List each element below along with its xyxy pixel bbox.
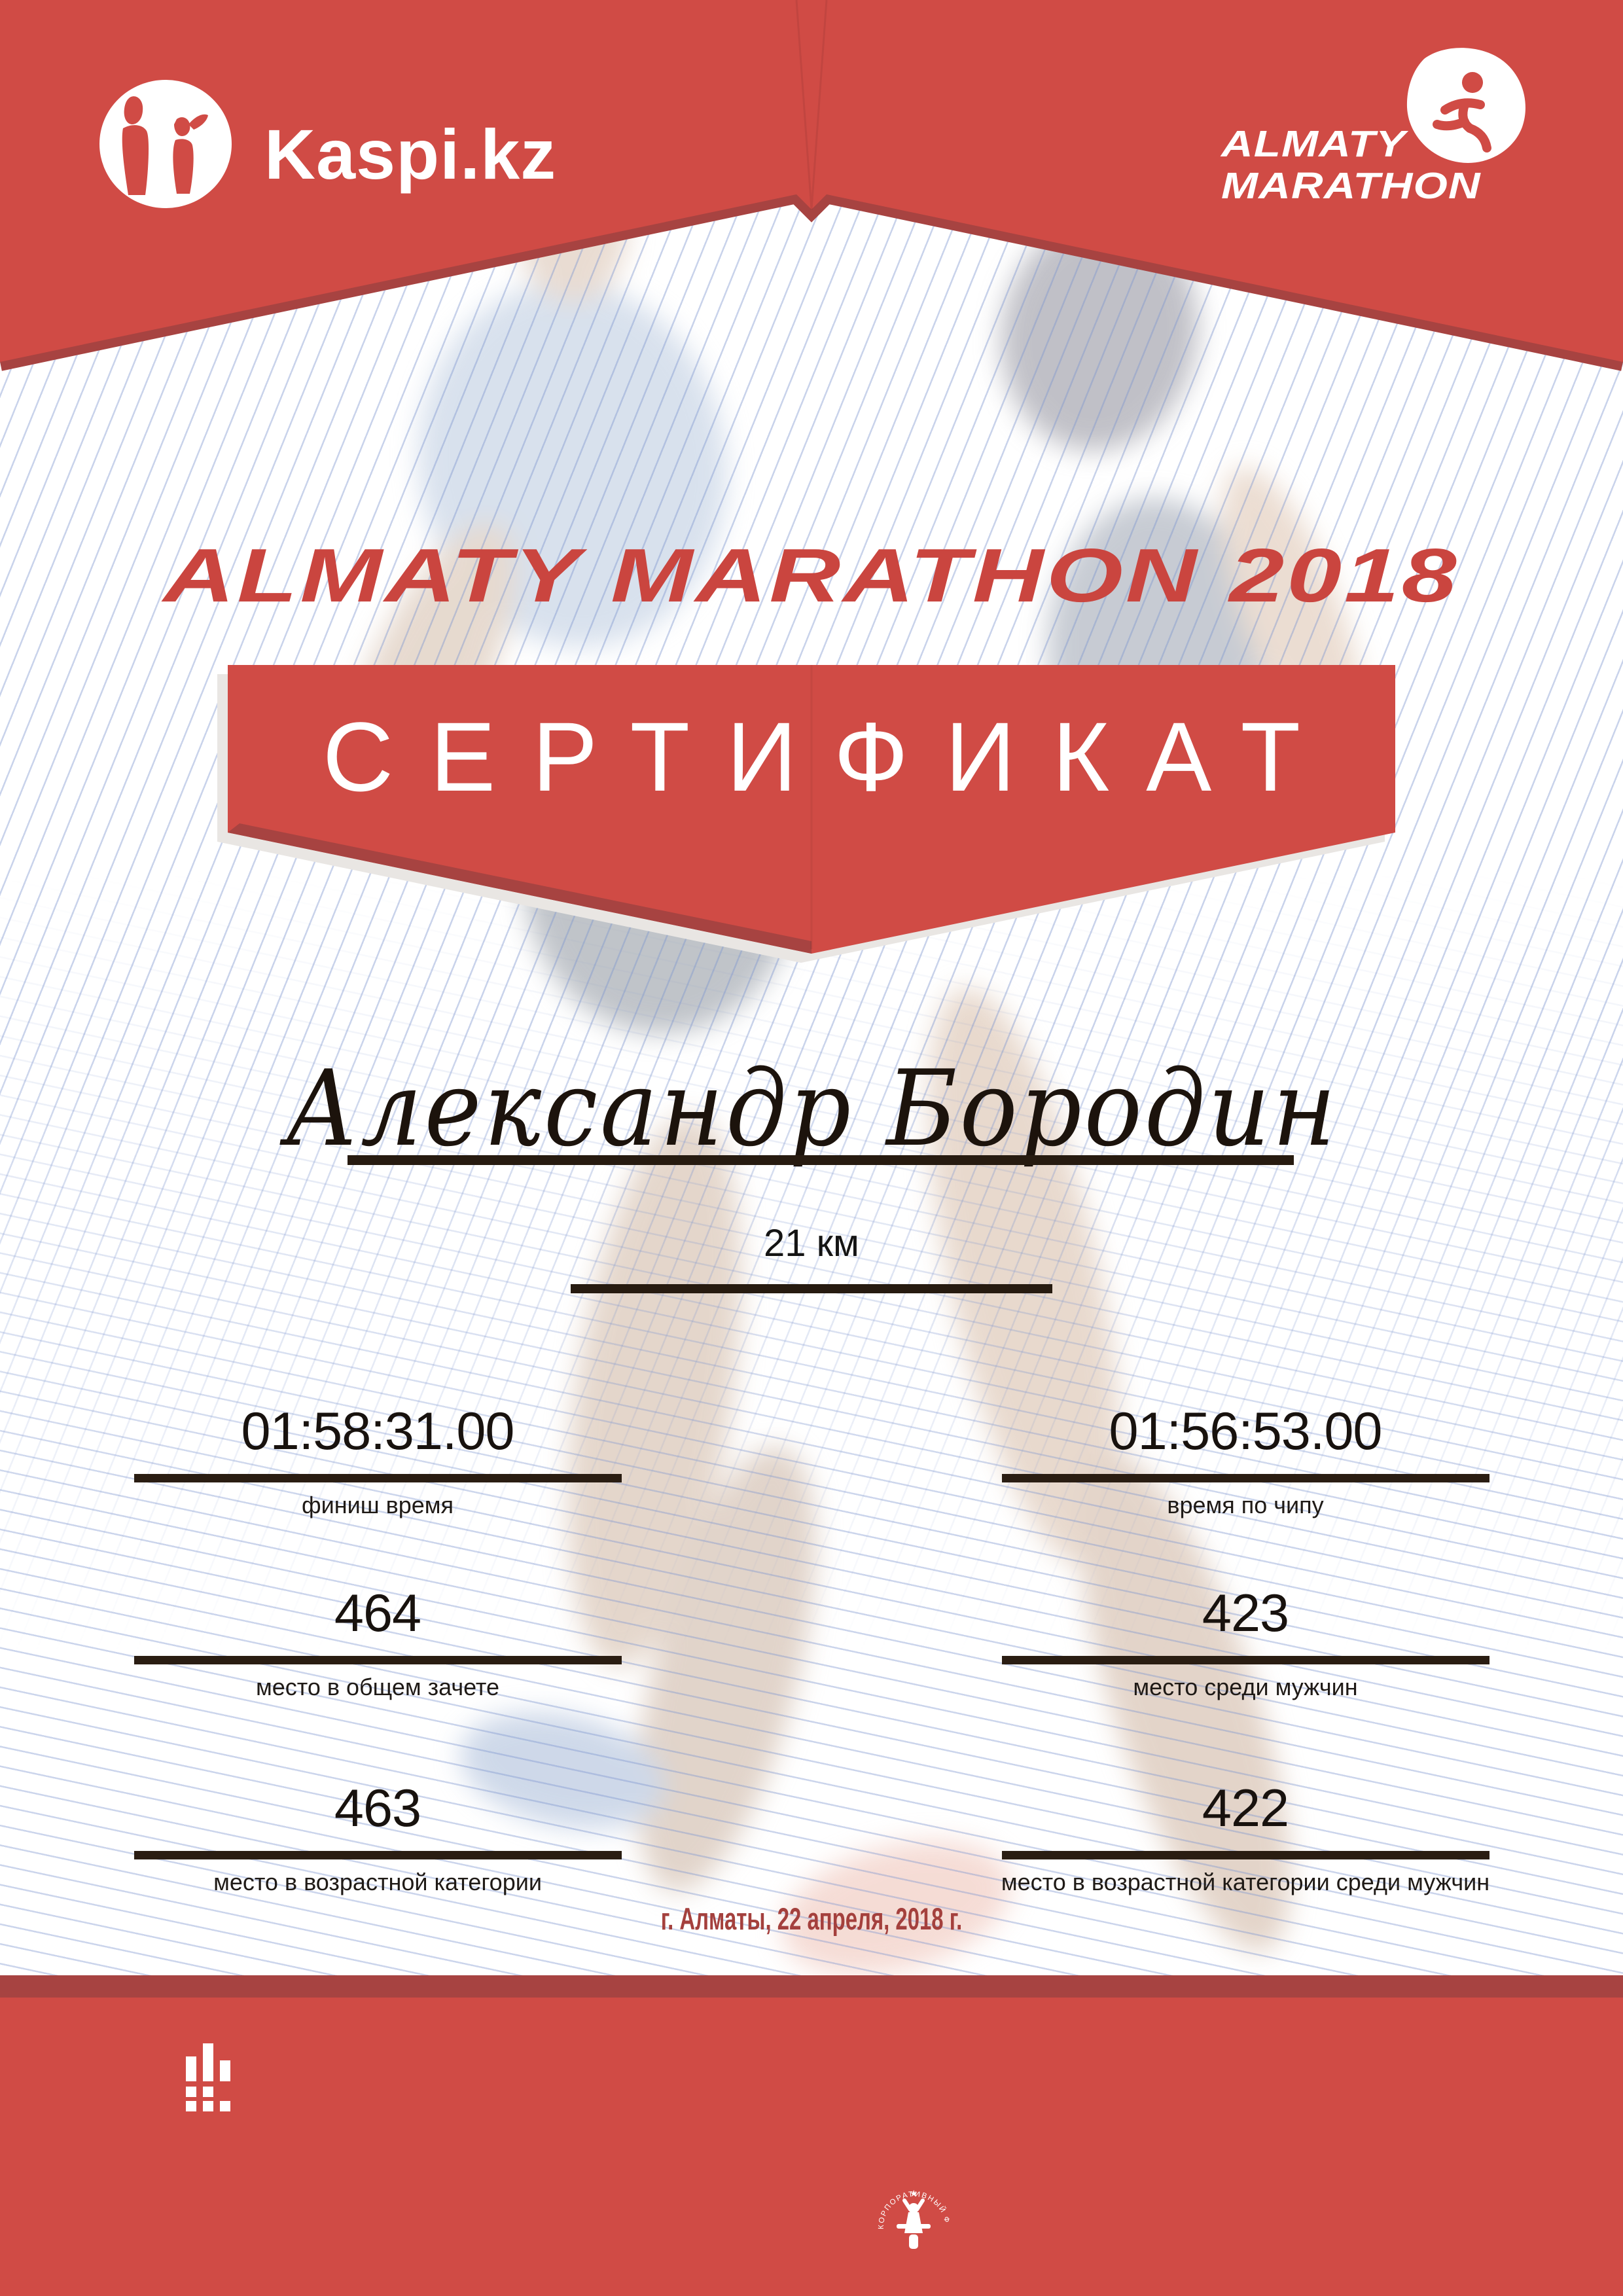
- stat-label: место в общем зачете: [255, 1674, 500, 1700]
- distance-value: 21 км: [764, 1222, 859, 1265]
- fund-star-icon: ★: [910, 2188, 918, 2198]
- banner-label: СЕРТИФИКАТ: [322, 702, 1338, 812]
- kaspi-family-icon: [99, 80, 232, 208]
- event-title: ALMATY MARATHON 2018: [164, 533, 1459, 618]
- stat-label: время по чипу: [1167, 1492, 1324, 1518]
- almaty-marathon-runner-icon: [1406, 48, 1525, 163]
- header-ribbon: [0, 0, 1623, 371]
- almaty-logo-line1: ALMATY: [1221, 123, 1406, 165]
- stat-chip-time: 01:56:53.00 время по чипу: [938, 1402, 1553, 1518]
- almaty-marathon-logo-text: ALMATY MARATHON: [1221, 123, 1481, 207]
- footer-accent-strip: [0, 1975, 1623, 1998]
- kaspi-logo-text: Kaspi.kz: [264, 115, 557, 194]
- name-underline: [348, 1155, 1294, 1165]
- stat-label: финиш время: [301, 1492, 454, 1518]
- stat-rule: [134, 1474, 622, 1482]
- stat-value: 422: [1202, 1779, 1289, 1838]
- stat-gender-place: 423 место среди мужчин: [938, 1584, 1553, 1700]
- stat-age-place: 463 место в возрастной категории: [70, 1779, 685, 1895]
- stat-rule: [134, 1851, 622, 1859]
- almaty-logo-line2: MARATHON: [1221, 165, 1481, 207]
- recipient-name: Александр Бородин: [285, 1047, 1338, 1170]
- sponsor-footer: SHAKHMARDAN YESSENOV FOUNDATION Sulpak S…: [0, 1975, 1623, 2296]
- stat-label: место среди мужчин: [1133, 1674, 1358, 1700]
- certificate-banner: [217, 665, 1395, 963]
- kaspi-logo: Kaspi.kz: [99, 79, 597, 216]
- stat-value: 01:56:53.00: [1109, 1402, 1383, 1461]
- stat-label: место в возрастной категории среди мужчи…: [1001, 1869, 1490, 1895]
- stat-rule: [1001, 1474, 1489, 1482]
- corporate-fund-icon: КОРПОРАТИВНЫЙ ФОНД ★: [872, 2169, 950, 2249]
- stat-rule: [134, 1656, 622, 1664]
- stat-value: 423: [1202, 1584, 1289, 1643]
- stat-overall-place: 464 место в общем зачете: [70, 1584, 685, 1700]
- stat-value: 01:58:31.00: [241, 1402, 515, 1461]
- stat-age-gender-place: 422 место в возрастной категории среди м…: [938, 1779, 1553, 1895]
- distance-underline: [571, 1284, 1052, 1293]
- stat-value: 463: [334, 1779, 421, 1838]
- location-date: г. Алматы, 22 апреля, 2018 г.: [660, 1901, 963, 1936]
- yessenov-foundation-icon: [186, 2043, 230, 2111]
- stat-rule: [1001, 1656, 1489, 1664]
- stat-finish-time: 01:58:31.00 финиш время: [70, 1402, 685, 1518]
- stat-rule: [1001, 1851, 1489, 1859]
- stat-value: 464: [334, 1584, 421, 1643]
- stat-label: место в возрастной категории: [213, 1869, 542, 1895]
